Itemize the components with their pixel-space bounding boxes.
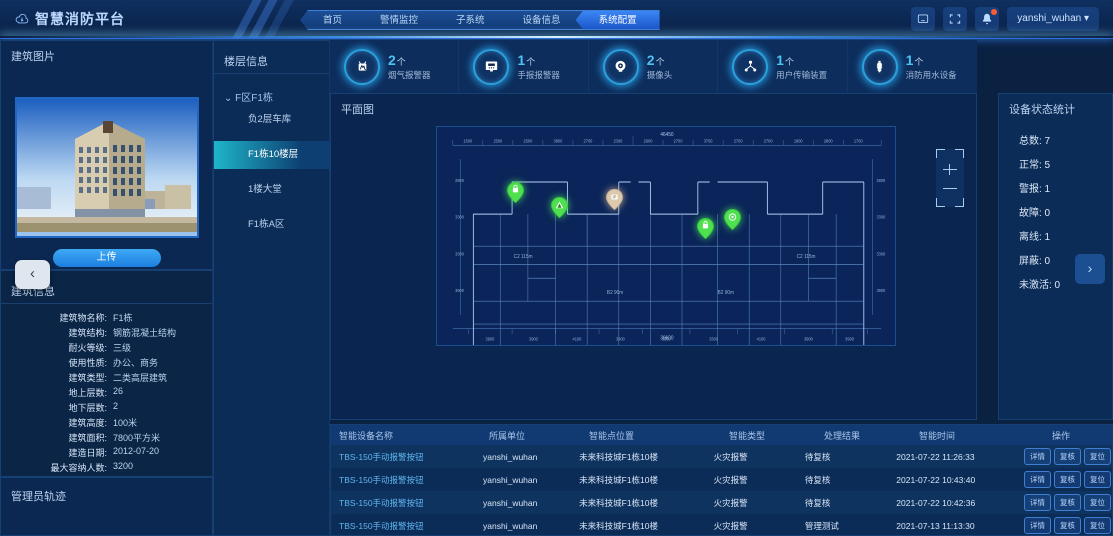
svg-text:2700: 2700 [734, 138, 743, 143]
svg-text:2800: 2800 [824, 138, 833, 143]
svg-text:3300: 3300 [455, 214, 464, 219]
svg-text:2300: 2300 [614, 138, 623, 143]
svg-text:3900: 3900 [455, 288, 464, 293]
svg-text:2800: 2800 [455, 178, 464, 183]
svg-text:1500: 1500 [463, 138, 472, 143]
svg-text:C2 115m: C2 115m [514, 254, 533, 260]
svg-text:3300: 3300 [455, 251, 464, 256]
svg-text:2800: 2800 [876, 178, 885, 183]
svg-text:3900: 3900 [804, 336, 813, 341]
svg-text:39600: 39600 [660, 335, 673, 341]
svg-text:3900: 3900 [876, 288, 885, 293]
svg-text:3900: 3900 [529, 336, 538, 341]
svg-text:2700: 2700 [674, 138, 683, 143]
svg-text:2600: 2600 [644, 138, 653, 143]
svg-text:3300: 3300 [616, 336, 625, 341]
svg-text:B2 90m: B2 90m [607, 290, 623, 296]
svg-text:2500: 2500 [493, 138, 502, 143]
svg-text:3800: 3800 [554, 138, 563, 143]
svg-text:3300: 3300 [876, 214, 885, 219]
svg-text:4100: 4100 [573, 336, 582, 341]
svg-text:IP: IP [613, 195, 617, 200]
svg-text:3900: 3900 [486, 336, 495, 341]
svg-text:2700: 2700 [764, 138, 773, 143]
svg-text:2700: 2700 [584, 138, 593, 143]
svg-text:B2 90m: B2 90m [718, 290, 734, 296]
svg-text:3300: 3300 [876, 251, 885, 256]
svg-text:1900: 1900 [794, 138, 803, 143]
svg-text:3300: 3300 [709, 336, 718, 341]
svg-text:46450: 46450 [660, 132, 673, 138]
svg-text:C2 115m: C2 115m [797, 254, 816, 260]
svg-text:1700: 1700 [854, 138, 863, 143]
svg-text:3900: 3900 [845, 336, 854, 341]
svg-text:4100: 4100 [757, 336, 766, 341]
svg-text:2500: 2500 [524, 138, 533, 143]
svg-text:3700: 3700 [704, 138, 713, 143]
